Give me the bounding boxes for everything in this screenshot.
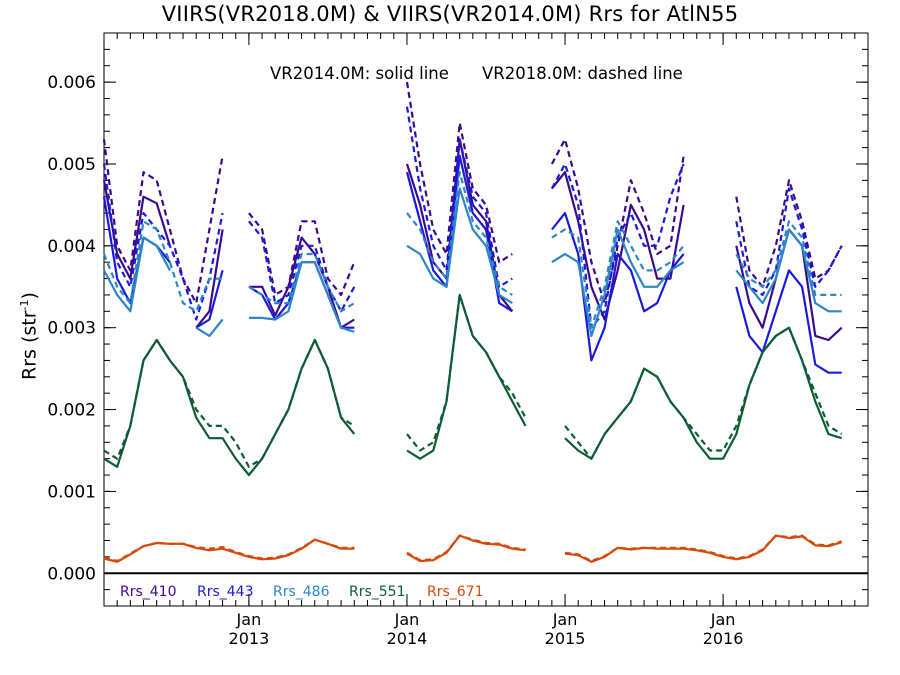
legend-entry-rrs-486: Rrs_486 [273,584,330,600]
legend-entry-rrs-443: Rrs_443 [197,584,254,600]
x-tick-year-label: 2014 [387,629,428,648]
x-tick-year-label: 2016 [703,629,744,648]
y-tick-label: 0.002 [47,401,96,421]
series-line-rrs-486-dashed [102,171,842,329]
plot-frame [103,32,869,607]
x-tick-year-label: 2015 [545,629,586,648]
series-line-rrs-410-dashed [102,81,843,305]
x-tick-month-label: Jan [552,610,578,629]
series-line-rrs-551-solid [103,293,843,477]
x-tick-month-label: Jan [236,610,262,629]
chart-title: VIIRS(VR2018.0M) & VIIRS(VR2014.0M) Rrs … [161,2,739,26]
y-tick-label: 0.003 [47,319,96,339]
legend-entry-rrs-671: Rrs_671 [427,584,484,600]
solid-line-note: VR2014.0M: solid line [270,64,449,83]
series-line-rrs-410-solid [102,138,843,342]
series-line-rrs-443-dashed [102,106,843,329]
y-tick-label: 0.004 [47,237,96,257]
legend-entry-rrs-410: Rrs_410 [120,584,177,600]
x-tick-month-label: Jan [710,610,736,629]
legend-entry-rrs-551: Rrs_551 [349,584,406,600]
y-tick-label: 0.001 [47,482,96,502]
series-line-rrs-671-dashed [103,534,843,563]
dashed-line-note: VR2018.0M: dashed line [482,64,683,83]
series-line-rrs-486-solid [103,187,842,337]
y-tick-label: 0.006 [47,73,96,93]
y-tick-label: 0.000 [47,564,96,584]
series-line-rrs-551-dashed [103,293,843,468]
x-tick-month-label: Jan [394,610,420,629]
x-tick-year-label: 2013 [229,629,270,648]
y-tick-label: 0.005 [47,155,96,175]
